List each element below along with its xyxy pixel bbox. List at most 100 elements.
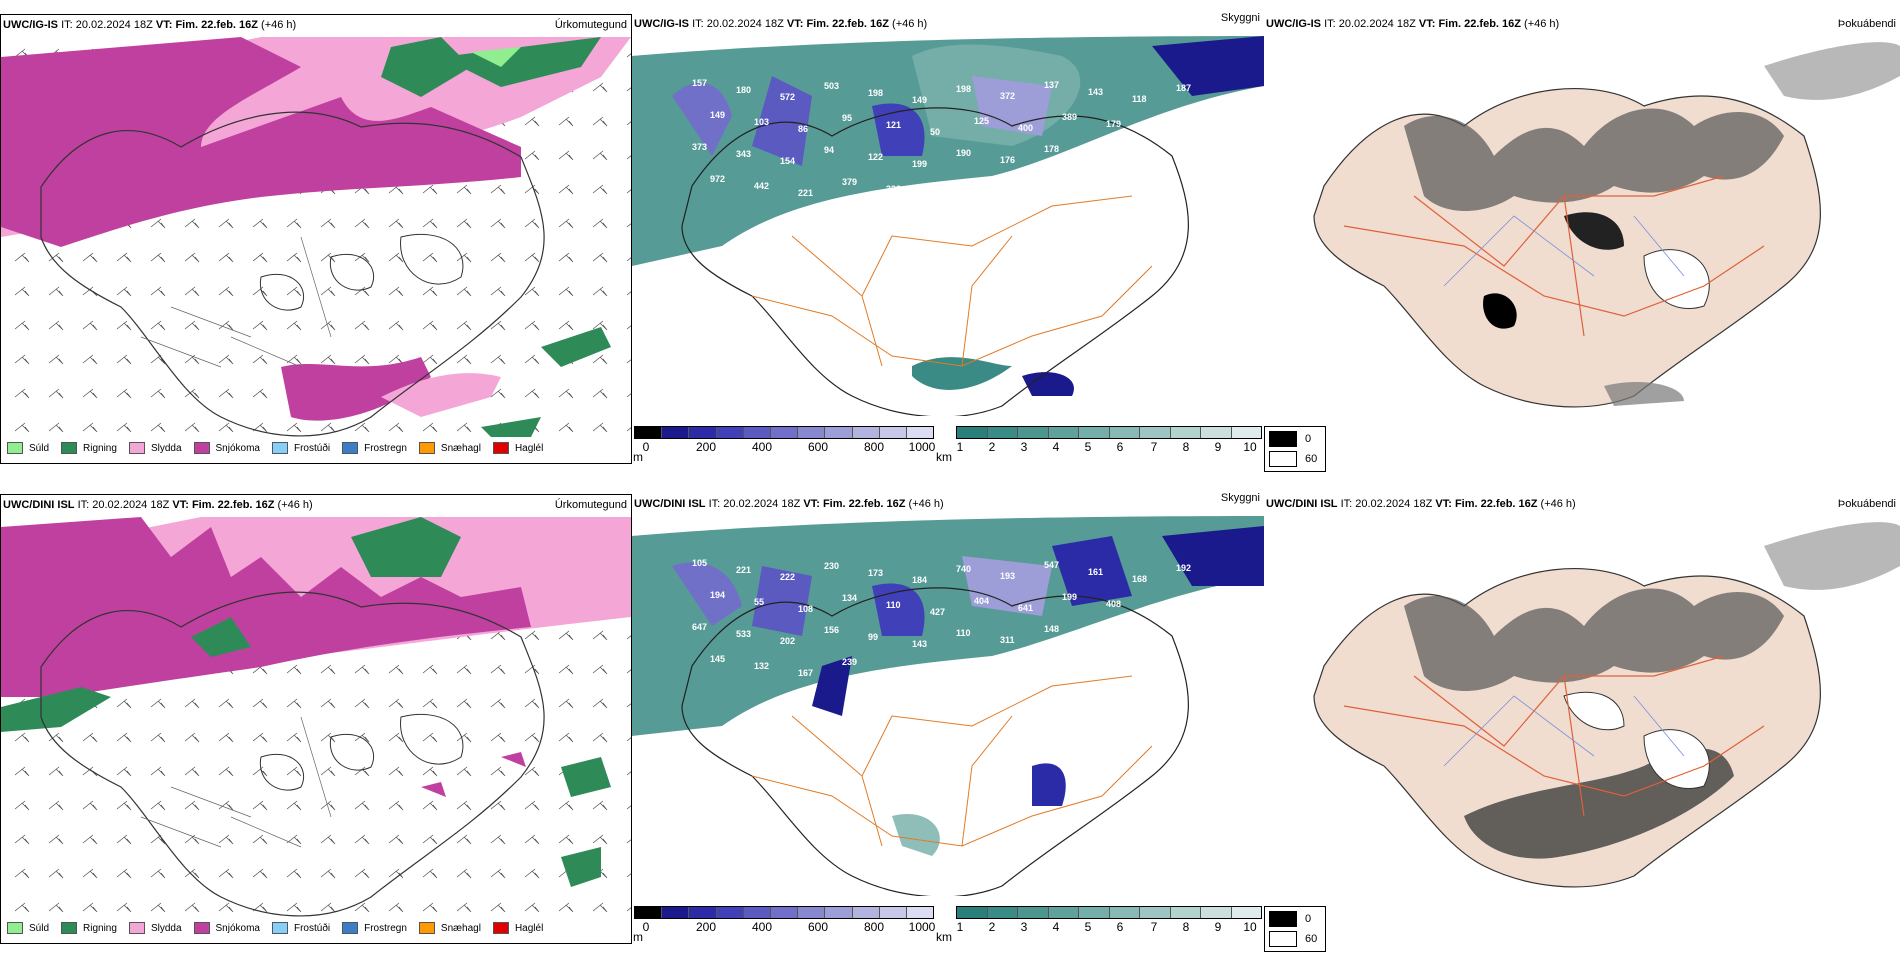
wind-barb [320, 252, 336, 263]
wind-barb [592, 286, 608, 297]
tick-label: 4 [1052, 440, 1060, 454]
fog-legend-item: 60 [1269, 931, 1321, 947]
colorbar-unit-m: m [633, 930, 643, 944]
visibility-value-label: 146 [1088, 151, 1103, 161]
wind-barb [252, 388, 268, 399]
wind-barb [456, 252, 472, 263]
visibility-colorbar-km: 1 2 3 4 5 6 7 8 9 10 [956, 906, 1262, 946]
wind-barb [524, 732, 540, 743]
visibility-value-label: 154 [780, 156, 795, 166]
wind-barb [286, 218, 302, 229]
legend-swatch [492, 922, 509, 934]
tick-label: 1 [956, 920, 964, 934]
visibility-value-label: 143 [912, 639, 927, 649]
legend-item: Frostúði [271, 442, 330, 454]
legend-item: Slydda [128, 922, 182, 934]
wind-barb [626, 873, 631, 878]
visibility-value-label: 442 [754, 181, 769, 191]
wind-barb [320, 422, 336, 433]
fog-legend-item: 0 [1269, 431, 1321, 447]
wind-barb [252, 868, 268, 879]
wind-barb [558, 630, 574, 641]
wind-barb [184, 320, 200, 331]
wind-barb [626, 805, 631, 810]
panel-title: Skyggni [1220, 492, 1260, 504]
visibility-value-label: 139 [1018, 187, 1033, 197]
wind-barb [456, 698, 472, 709]
wind-barb [82, 354, 98, 365]
wind-barb [388, 286, 404, 297]
wind-barb [252, 800, 268, 811]
legend-swatch [128, 922, 145, 934]
legend-swatch [1269, 911, 1297, 927]
wind-barb [82, 732, 98, 743]
wind-barb [558, 698, 574, 709]
visibility-panel-igis: UWC/IG-IS IT: 20.02.2024 18Z VT: Fim. 22… [632, 12, 1264, 474]
wind-barb [490, 732, 506, 743]
wind-barb [82, 252, 98, 263]
legend-swatch [1269, 451, 1297, 467]
wind-barb [218, 902, 234, 913]
wind-barb [184, 286, 200, 297]
wind-barb [116, 766, 132, 777]
wind-barb [252, 218, 268, 229]
wind-barb [422, 218, 438, 229]
precip-legend: Súld Rigning Slydda Snjókoma Frostúði Fr… [7, 917, 543, 939]
wind-barb [422, 320, 438, 331]
wind-barb [456, 732, 472, 743]
wind-barb [592, 150, 608, 161]
wind-barb [218, 286, 234, 297]
roads [1343, 175, 1765, 337]
precip-legend: Súld Rigning Slydda Snjókoma Frostúði Fr… [7, 437, 543, 459]
rivers [1443, 215, 1685, 287]
roads [751, 675, 1153, 847]
wind-barb [524, 286, 540, 297]
fog-map-dini [1264, 516, 1900, 896]
visibility-value-label: 180 [736, 85, 751, 95]
visibility-value-label: 149 [912, 95, 927, 105]
tick-label: 3 [1020, 920, 1028, 934]
fog-indicator-panel-igis: UWC/IG-IS IT: 20.02.2024 18Z VT: Fim. 22… [1264, 14, 1900, 474]
visibility-value-label: 127 [1150, 126, 1165, 136]
wind-barb [150, 320, 166, 331]
wind-barb [286, 354, 302, 365]
wind-barb [218, 732, 234, 743]
wind-barb [218, 252, 234, 263]
visibility-value-label: 86 [798, 124, 808, 134]
wind-barb [422, 732, 438, 743]
wind-barb [354, 664, 370, 675]
wind-barb [286, 732, 302, 743]
wind-barb [490, 698, 506, 709]
tick-label: 6 [1116, 920, 1124, 934]
wind-barb [558, 218, 574, 229]
visibility-value-label: 110 [956, 628, 971, 638]
wind-barb [116, 698, 132, 709]
panel-title: Þokuábendi [1837, 498, 1896, 510]
panel-header: UWC/DINI ISL IT: 20.02.2024 18Z VT: Fim.… [634, 492, 1260, 510]
wind-barb [218, 800, 234, 811]
wind-barb [150, 422, 166, 433]
legend-item: Slydda [128, 442, 182, 454]
visibility-map-dini: 105 221 222 230 173 184 740 193 547 161 168 192 194 5… [632, 516, 1264, 896]
visibility-value-label: 230 [824, 561, 839, 571]
tick-label: 400 [751, 440, 773, 454]
colorbar-swatches [956, 906, 1262, 919]
visibility-value-label: 323 [886, 184, 901, 194]
panel-title: Þokuábendi [1837, 18, 1896, 30]
precip-type-panel-dini: UWC/DINI ISL IT: 20.02.2024 18Z VT: Fim.… [0, 494, 632, 944]
legend-item: Frostregn [342, 442, 407, 454]
legend-item: Súld [7, 442, 49, 454]
wind-barb [626, 325, 631, 330]
wind-barb [48, 354, 64, 365]
wind-barb [286, 664, 302, 675]
wind-barb [626, 703, 631, 708]
legend-item: Frostregn [342, 922, 407, 934]
wind-barb [422, 834, 438, 845]
wind-barb [626, 121, 631, 126]
legend-item: Snjókoma [193, 922, 260, 934]
wind-barb [286, 252, 302, 263]
tick-label: 10 [1243, 440, 1257, 454]
wind-barb [286, 834, 302, 845]
colorbar-swatches [634, 426, 934, 439]
panel-title: Úrkomutegund [554, 499, 627, 511]
